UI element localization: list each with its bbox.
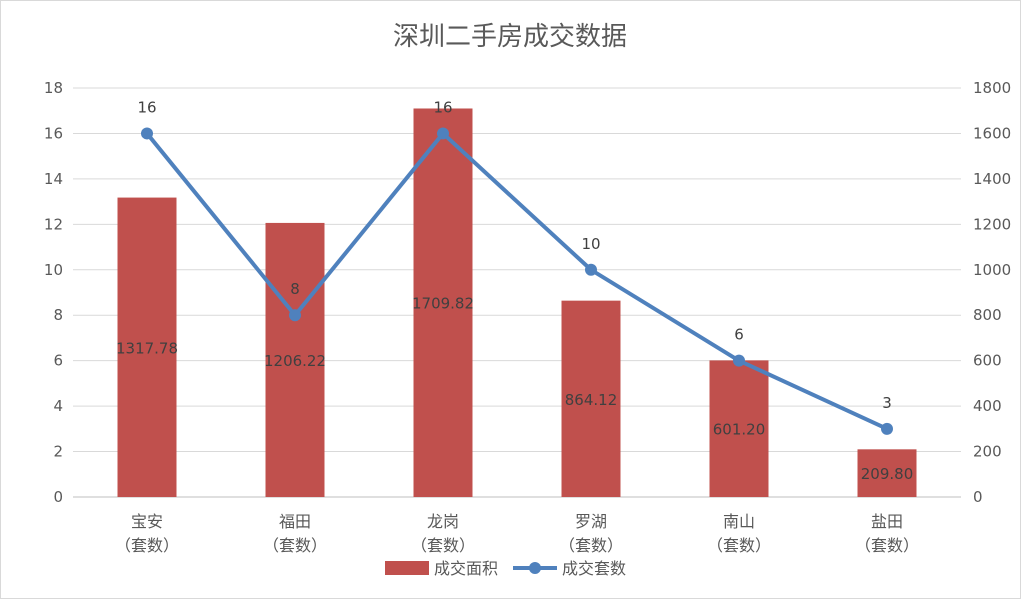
line-point xyxy=(881,422,893,435)
y-left-tick-label: 14 xyxy=(44,170,63,188)
line-data-label: 10 xyxy=(581,235,600,253)
y-left-tick-label: 2 xyxy=(53,443,63,461)
y-left-tick-label: 4 xyxy=(53,397,63,415)
y-left-tick-label: 12 xyxy=(44,215,63,233)
x-category-sublabel: （套数） xyxy=(707,536,771,555)
line-data-label: 8 xyxy=(290,280,300,298)
y-right-tick-label: 600 xyxy=(973,352,1002,370)
bar-data-label: 1709.82 xyxy=(412,295,474,313)
x-category-label: 福田 xyxy=(279,512,311,531)
line-point xyxy=(289,309,301,322)
y-right-tick-label: 1200 xyxy=(973,215,1011,233)
bar-series xyxy=(117,108,917,497)
bar xyxy=(117,197,177,497)
line-data-label: 6 xyxy=(734,326,744,344)
line-data-label: 3 xyxy=(882,394,892,412)
y-right-tick-label: 1800 xyxy=(973,79,1011,97)
bar-data-label: 1206.22 xyxy=(264,352,326,370)
x-category-label: 罗湖 xyxy=(575,512,607,531)
y-right-tick-label: 0 xyxy=(973,488,983,506)
line-point xyxy=(585,263,597,276)
bar-data-label: 601.20 xyxy=(713,421,766,439)
y-left-tick-label: 10 xyxy=(44,261,63,279)
bar-data-label: 864.12 xyxy=(565,391,618,409)
legend-bar-label: 成交面积 xyxy=(434,559,498,578)
bar xyxy=(709,360,769,497)
legend-line-label: 成交套数 xyxy=(562,559,626,578)
x-category-sublabel: （套数） xyxy=(411,536,475,555)
line-data-label: 16 xyxy=(433,98,452,116)
y-right-tick-label: 1000 xyxy=(973,261,1011,279)
x-category-label: 宝安 xyxy=(131,512,163,531)
legend-line-marker xyxy=(529,562,541,574)
legend-bar-swatch xyxy=(385,561,429,575)
x-category-sublabel: （套数） xyxy=(559,536,623,555)
x-category-sublabel: （套数） xyxy=(115,536,179,555)
y-left-tick-label: 16 xyxy=(44,124,63,142)
data-labels: 1317.78 1206.22 1709.82 864.12 601.20 209.80 1… xyxy=(116,98,913,483)
x-category-label: 龙岗 xyxy=(427,512,459,531)
y-right-tick-label: 1400 xyxy=(973,170,1011,188)
line-point xyxy=(141,127,153,140)
y-left-tick-label: 6 xyxy=(53,352,63,370)
y-right-tick-label: 800 xyxy=(973,306,1002,324)
y-right-tick-label: 1600 xyxy=(973,124,1011,142)
line-series xyxy=(141,127,893,435)
x-category-label: 盐田 xyxy=(871,512,903,531)
bar-data-label: 209.80 xyxy=(861,465,914,483)
bar xyxy=(265,222,325,497)
bar-data-label: 1317.78 xyxy=(116,339,178,357)
y-left-tick-label: 0 xyxy=(53,488,63,506)
y-right-tick-label: 200 xyxy=(973,443,1002,461)
y-left-tick-label: 18 xyxy=(44,79,63,97)
line-point xyxy=(437,127,449,140)
series-line xyxy=(145,131,888,431)
bar xyxy=(857,449,917,497)
line-data-label: 16 xyxy=(137,98,156,116)
y-left-tick-label: 8 xyxy=(53,306,63,324)
x-category-sublabel: （套数） xyxy=(855,536,919,555)
bar xyxy=(413,108,473,497)
x-category-label: 南山 xyxy=(723,512,755,531)
gridlines xyxy=(73,87,961,498)
bar xyxy=(561,300,621,497)
y-right-tick-label: 400 xyxy=(973,397,1002,415)
line-point xyxy=(733,354,745,367)
chart-title: 深圳二手房成交数据 xyxy=(393,22,627,52)
x-category-sublabel: （套数） xyxy=(263,536,327,555)
legend: 成交面积 成交套数 xyxy=(385,559,626,578)
axes: 0 2 4 6 8 10 12 14 16 18 0 200 400 600 800 1000 1200 1400… xyxy=(44,79,1011,555)
